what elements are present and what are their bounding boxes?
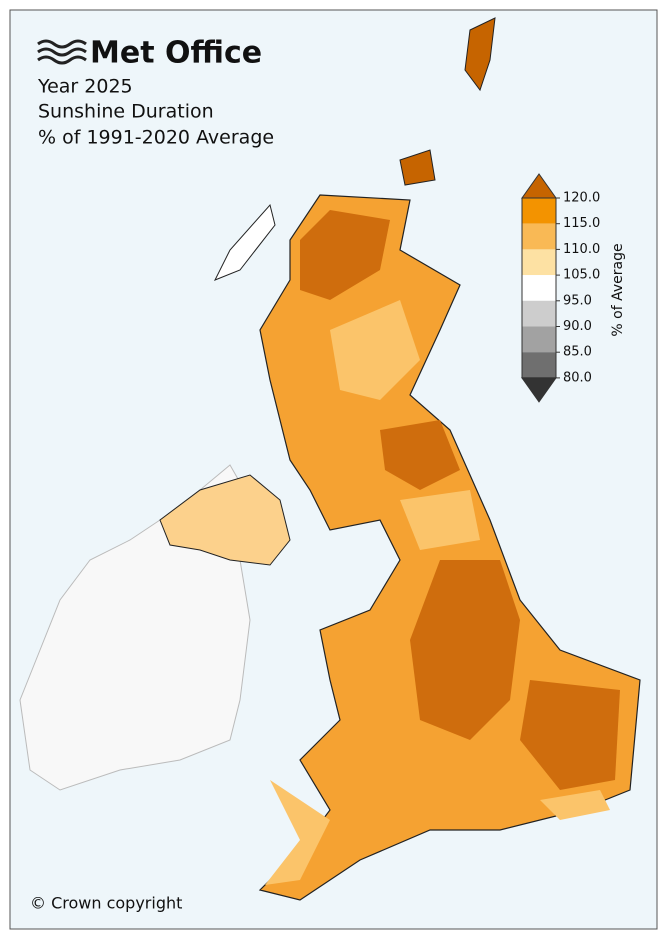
logo-text: Met Office [90, 36, 262, 71]
colorbar-band [522, 223, 556, 250]
sunshine-shading [265, 210, 620, 885]
copyright: © Crown copyright [30, 894, 182, 913]
shetland [464, 17, 496, 92]
title-line: Sunshine Duration [38, 101, 214, 123]
colorbar-band [522, 300, 556, 327]
colorbar-label: % of Average [610, 243, 626, 336]
colorbar-tick-label: 85.0 [563, 345, 592, 360]
colorbar-tick-label: 120.0 [563, 191, 600, 206]
logo-icon [37, 39, 87, 65]
title-line: % of 1991-2020 Average [38, 127, 274, 149]
colorbar: 120.0 115.0 110.0 105.0 95.0 90.0 85.0 80.0 [521, 173, 600, 403]
colorbar-band [522, 275, 556, 301]
colorbar-tick-label: 110.0 [563, 242, 600, 257]
northern-ireland [159, 474, 291, 566]
colorbar-tick-label: 90.0 [563, 319, 592, 334]
colorbar-band [522, 198, 556, 224]
colorbar-band [522, 352, 556, 378]
colorbar-tick-label: 95.0 [563, 293, 592, 308]
orkney [399, 149, 436, 186]
western-isles [213, 203, 276, 281]
colorbar-band [522, 249, 556, 276]
colorbar-outline [521, 197, 557, 379]
title-line: Year 2025 [37, 76, 133, 98]
colorbar-tick-label: 80.0 [563, 370, 592, 385]
colorbar-tick-label: 105.0 [563, 268, 600, 283]
colorbar-tick-label: 115.0 [563, 216, 600, 231]
colorbar-band [522, 326, 556, 353]
